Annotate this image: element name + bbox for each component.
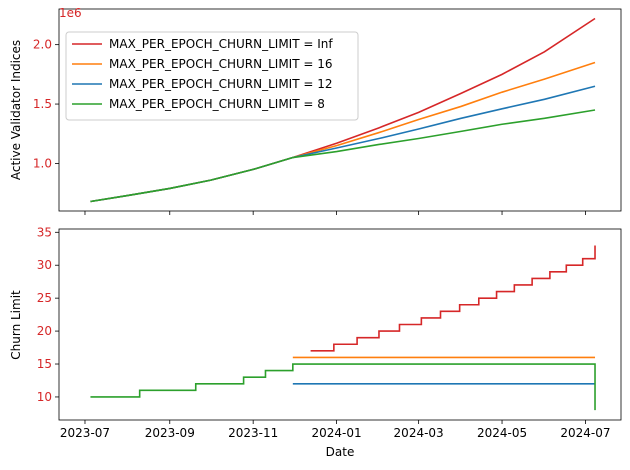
y-axis-label: Active Validator Indices xyxy=(9,40,23,180)
y-tick-label: 2.0 xyxy=(33,38,52,52)
legend-box xyxy=(65,31,359,121)
y-tick-label: 10 xyxy=(37,390,52,404)
series-group xyxy=(90,245,596,411)
y-offset-label: 1e6 xyxy=(59,6,82,20)
bottom-chart: 10 15 20 25 30 35 2023-07 2023-09 2023-11 2024-01… xyxy=(9,225,622,459)
y-tick-label: 15 xyxy=(37,357,52,371)
plot-frame xyxy=(58,228,622,421)
x-tick-label: 2024-05 xyxy=(477,426,527,440)
series-line-3 xyxy=(90,109,596,203)
x-tick-label: 2023-07 xyxy=(60,426,110,440)
x-tick-label: 2024-01 xyxy=(312,426,362,440)
legend: MAX_PER_EPOCH_CHURN_LIMIT = Inf MAX_PER_E… xyxy=(65,31,359,121)
x-tick-label: 2023-09 xyxy=(145,426,195,440)
x-axis-label: Date xyxy=(326,445,355,459)
y-tick-label: 25 xyxy=(37,291,52,305)
y-tick-label: 35 xyxy=(37,225,52,239)
plot-frame xyxy=(58,8,622,212)
y-tick-label: 30 xyxy=(37,258,52,272)
x-tick-label: 2024-03 xyxy=(394,426,444,440)
series-line-3 xyxy=(90,363,596,411)
y-tick-label: 20 xyxy=(37,324,52,338)
legend-label: MAX_PER_EPOCH_CHURN_LIMIT = Inf xyxy=(109,37,333,51)
y-tick-label: 1.5 xyxy=(33,97,52,111)
legend-label: MAX_PER_EPOCH_CHURN_LIMIT = 16 xyxy=(109,57,333,71)
legend-label: MAX_PER_EPOCH_CHURN_LIMIT = 12 xyxy=(109,77,333,91)
legend-label: MAX_PER_EPOCH_CHURN_LIMIT = 8 xyxy=(109,97,325,111)
x-tick-label: 2023-11 xyxy=(228,426,278,440)
y-axis-label: Churn Limit xyxy=(9,290,23,360)
series-group xyxy=(90,17,596,203)
series-line-0 xyxy=(310,245,596,352)
x-tick-label: 2024-07 xyxy=(560,426,610,440)
y-tick-label: 1.0 xyxy=(33,156,52,170)
top-chart: 1.0 1.5 2.0 Active Validator Indices 1e6 MAX_… xyxy=(9,6,622,215)
